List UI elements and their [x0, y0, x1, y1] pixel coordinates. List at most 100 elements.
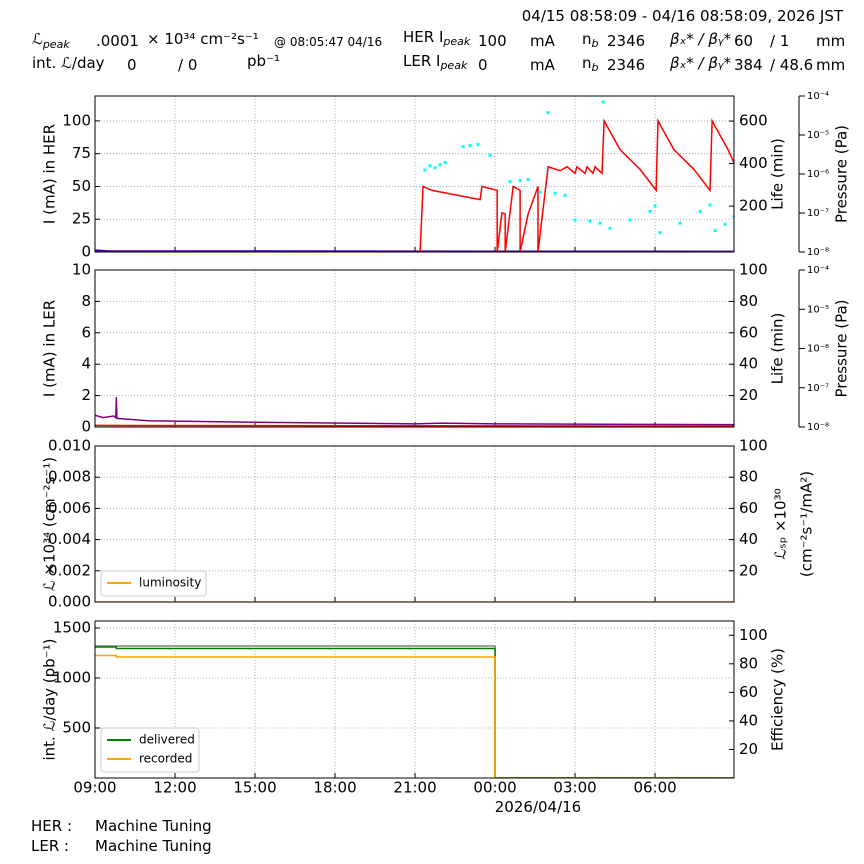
point	[433, 166, 437, 170]
y2-tick-label: 80	[739, 468, 758, 486]
her-beta-y: / 1	[770, 32, 789, 50]
symbol: ℒ	[32, 30, 43, 48]
plot-frame	[94, 445, 735, 603]
y-tick-label: 0	[81, 243, 91, 261]
panel: 0 25 50 75 100 200 400 600 10⁻⁸ 10⁻⁷ 10⁻⁶ 10⁻⁵ 10⁻⁴ P…	[41, 91, 851, 261]
label: HER I	[403, 28, 443, 46]
status-ring: HER :	[31, 817, 72, 835]
y2-axis-label: (cm⁻²s⁻¹/mA²)	[798, 471, 816, 577]
panel: 09:00 12:00 15:00 18:00 21:00 00:00 03:00 06:00…	[41, 619, 787, 797]
status-state: Machine Tuning	[95, 817, 212, 835]
panel: 0 2 4 6 8 10 20 40 60 80 100 10⁻⁸ 10⁻⁷ 10⁻⁶ 10⁻⁵ 10⁻⁴ Pr…	[41, 261, 851, 436]
y2-axis-label: Life (min)	[769, 138, 787, 210]
her-bunches: 2346	[607, 32, 645, 50]
point	[658, 231, 662, 235]
point	[428, 164, 432, 168]
point	[538, 190, 542, 194]
y3-tick-label: 10⁻⁵	[807, 304, 829, 315]
x-tick-label: 09:00	[73, 779, 116, 797]
y2-tick-label: 600	[739, 112, 768, 130]
y-tick-label: 500	[62, 719, 91, 737]
y-tick-label: 8	[81, 292, 91, 310]
y-tick-label: 0	[81, 418, 91, 436]
point	[698, 209, 702, 213]
panel: 0.000 0.002 0.004 0.006 0.008 0.010 20 40 60 80 10…	[41, 437, 816, 611]
point	[588, 219, 592, 223]
y3-tick-label: 10⁻⁷	[807, 383, 829, 394]
y2-tick-label: 60	[739, 683, 758, 701]
ler-unit: mA	[530, 56, 556, 74]
y3-tick-label: 10⁻⁸	[807, 422, 829, 433]
y-tick-label: 0.010	[48, 437, 91, 455]
y2-tick-label: 40	[739, 355, 758, 373]
series-group	[95, 645, 734, 778]
ler-nb: nb	[582, 54, 599, 74]
subscript: peak	[442, 35, 470, 48]
point	[461, 145, 465, 149]
ler-label: LER Ipeak	[403, 52, 468, 72]
point	[678, 221, 682, 225]
point	[468, 144, 472, 148]
y2-tick-label: 100	[739, 626, 768, 644]
x-tick-label: 18:00	[313, 779, 356, 797]
y2-tick-label: 20	[739, 561, 758, 579]
point	[476, 142, 480, 146]
y-axis-label: ℒ ×10³⁴ (cm⁻²s⁻¹)	[41, 457, 59, 591]
lum-peak-value: .0001	[96, 32, 139, 50]
y2-axis-label: Efficiency (%)	[769, 648, 787, 751]
series-line	[95, 654, 734, 778]
her-label: HER Ipeak	[403, 28, 471, 48]
plot-frame	[94, 95, 735, 253]
y-tick-label: 100	[62, 111, 91, 129]
y-tick-label: 1500	[53, 619, 91, 637]
y2-tick-label: 200	[739, 197, 768, 215]
point	[648, 209, 652, 213]
y2-tick-label: 80	[739, 654, 758, 672]
point	[563, 193, 567, 197]
series-line	[95, 646, 734, 778]
y-tick-label: 0.006	[48, 499, 91, 517]
subscript: peak	[42, 38, 70, 51]
legend-box	[100, 570, 207, 597]
y2-axis-label: Life (min)	[769, 313, 787, 385]
legend-label: luminosity	[139, 576, 201, 590]
y-tick-label: 2	[81, 386, 91, 404]
y2-tick-label: 100	[739, 437, 768, 455]
y-tick-label: 0.002	[48, 561, 91, 579]
subscript: b	[592, 37, 599, 50]
series-line	[95, 397, 734, 426]
int-lum-recorded: / 0	[178, 56, 197, 74]
label: n	[582, 54, 592, 72]
point	[526, 178, 530, 182]
y-tick-label: 50	[72, 177, 91, 195]
subscript: peak	[439, 59, 467, 72]
x-tick-label: 03:00	[553, 779, 596, 797]
legend-label: delivered	[139, 733, 195, 747]
point	[546, 111, 550, 115]
her-beta: βₓ* / βᵧ*	[669, 30, 731, 48]
ler-row: LER Ipeak 0 mA nb 2346 βₓ* / βᵧ* 384 / 4…	[403, 52, 845, 74]
x-tick-label: 06:00	[633, 779, 676, 797]
y-axis-label: int. ℒ/day (pb⁻¹)	[41, 639, 59, 761]
point	[553, 191, 557, 195]
y3-tick-label: 10⁻⁸	[807, 247, 829, 258]
time-range: 04/15 08:58:09 - 04/16 08:58:09, 2026 JS…	[522, 7, 844, 25]
point	[508, 180, 512, 184]
y-tick-label: 0.008	[48, 468, 91, 486]
x-tick-label: 00:00	[473, 779, 516, 797]
y3-tick-label: 10⁻⁴	[807, 265, 829, 276]
point	[438, 163, 442, 167]
y-tick-label: 0.004	[48, 530, 91, 548]
point	[708, 203, 712, 207]
series-line	[419, 118, 734, 252]
y2-tick-label: 40	[739, 711, 758, 729]
ler-beta-x: 384	[734, 56, 763, 74]
y-axis-label: I (mA) in HER	[41, 124, 59, 224]
y3-tick-label: 10⁻⁵	[807, 130, 829, 141]
y2-tick-label: 60	[739, 323, 758, 341]
point	[653, 204, 657, 208]
y2-tick-label: 80	[739, 292, 758, 310]
y2-tick-label: 20	[739, 740, 758, 758]
her-row: HER Ipeak 100 mA nb 2346 βₓ* / βᵧ* 60 / …	[403, 28, 845, 50]
